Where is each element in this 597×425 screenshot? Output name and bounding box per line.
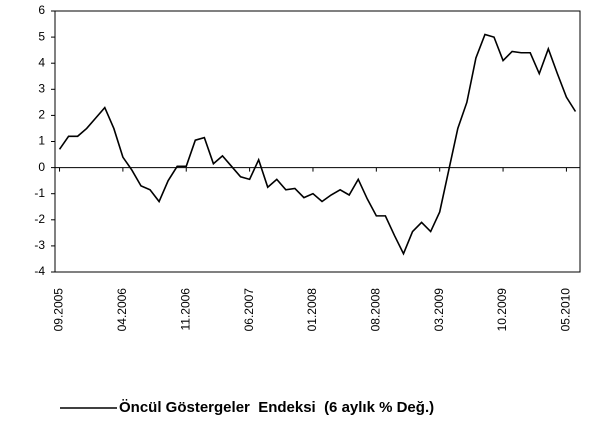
x-tick-label: 01.2008 bbox=[305, 288, 319, 332]
x-tick-label: 05.2010 bbox=[559, 288, 573, 332]
x-tick-label: 09.2005 bbox=[52, 288, 66, 332]
y-tick-label: -1 bbox=[34, 186, 45, 200]
x-tick-label: 03.2009 bbox=[432, 288, 446, 332]
legend-text: Öncül Göstergeler Endeksi (6 aylık % Değ… bbox=[119, 399, 434, 416]
y-tick-label: 4 bbox=[38, 55, 45, 69]
x-tick-label: 08.2008 bbox=[369, 288, 383, 332]
y-tick-label: 0 bbox=[38, 160, 45, 174]
y-tick-label: 5 bbox=[38, 29, 45, 43]
data-line bbox=[58, 33, 577, 256]
y-tick-label: 3 bbox=[38, 81, 45, 95]
x-tick-label: 04.2006 bbox=[115, 288, 129, 332]
y-tick-label: -2 bbox=[34, 212, 45, 226]
y-tick-label: 2 bbox=[38, 108, 45, 122]
y-tick-label: -3 bbox=[34, 238, 45, 252]
x-tick-label: 10.2009 bbox=[495, 288, 509, 332]
y-tick-label: 1 bbox=[38, 134, 45, 148]
y-tick-label: -4 bbox=[34, 264, 45, 278]
x-tick-label: 06.2007 bbox=[242, 288, 256, 332]
x-tick-label: 11.2006 bbox=[178, 288, 192, 331]
y-tick-label: 6 bbox=[38, 3, 45, 17]
plot-frame bbox=[54, 10, 581, 273]
